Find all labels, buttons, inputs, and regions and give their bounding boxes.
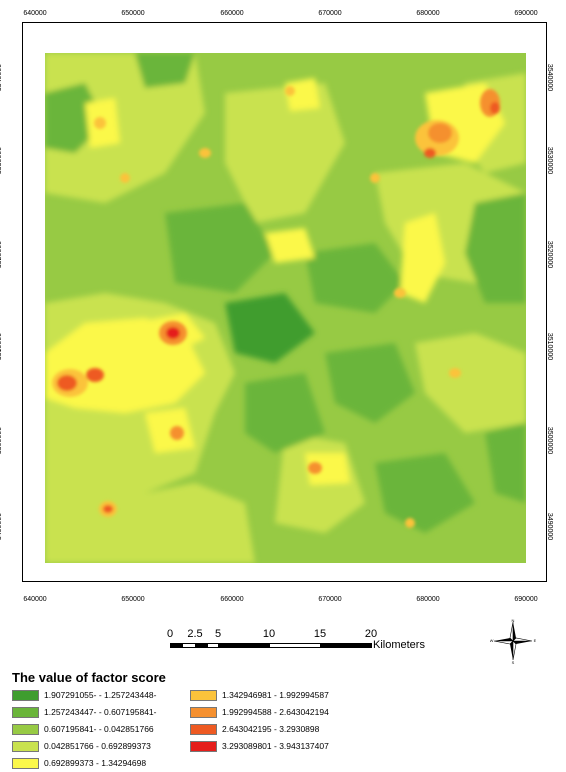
scale-units: Kilometers <box>373 639 425 651</box>
northing-tick-right: 3510000 <box>546 332 554 361</box>
easting-tick-top: 640000 <box>23 10 47 17</box>
easting-tick-bottom: 680000 <box>416 596 440 603</box>
compass-n: N <box>512 618 515 623</box>
legend-swatch <box>12 758 39 769</box>
scale-label: 2.5 <box>187 628 203 640</box>
northing-tick-left: 3540000 <box>0 63 4 92</box>
legend-swatch <box>12 690 39 701</box>
scale-bar: 0 2.5 5 10 15 20 <box>166 628 377 654</box>
scale-label: 20 <box>364 628 378 640</box>
legend-swatch <box>12 741 39 752</box>
legend-label: 0.607195841- - 0.042851766 <box>44 724 154 734</box>
compass-rose-icon: N S E W <box>490 618 536 664</box>
scale-segment <box>182 643 196 648</box>
easting-tick-bottom: 690000 <box>514 596 538 603</box>
northing-tick-left: 3530000 <box>0 146 4 175</box>
scale-segment <box>218 643 270 648</box>
scale-label: 15 <box>313 628 327 640</box>
easting-tick-top: 670000 <box>318 10 342 17</box>
legend-swatch <box>190 690 217 701</box>
northing-tick-left: 3490000 <box>0 512 4 541</box>
factor-score-map <box>45 53 526 563</box>
easting-tick-bottom: 640000 <box>23 596 47 603</box>
compass-w: W <box>490 638 494 643</box>
northing-tick-right: 3490000 <box>546 512 554 541</box>
legend-label: 1.342946981 - 1.992994587 <box>222 690 329 700</box>
compass-e: E <box>534 638 536 643</box>
easting-tick-bottom: 670000 <box>318 596 342 603</box>
legend-title: The value of factor score <box>12 670 166 685</box>
northing-tick-left: 3520000 <box>0 240 4 269</box>
scale-label: 5 <box>214 628 222 640</box>
legend-label: 3.293089801 - 3.943137407 <box>222 741 329 751</box>
legend-swatch <box>12 707 39 718</box>
northing-tick-left: 3510000 <box>0 332 4 361</box>
legend-label: 1.907291055- - 1.257243448- <box>44 690 157 700</box>
scale-label: 10 <box>262 628 276 640</box>
northing-tick-right: 3530000 <box>546 146 554 175</box>
legend-label: 1.992994588 - 2.643042194 <box>222 707 329 717</box>
scale-segment <box>269 643 321 648</box>
easting-tick-top: 690000 <box>514 10 538 17</box>
scale-segment <box>320 643 372 648</box>
legend-label: 2.643042195 - 3.2930898 <box>222 724 320 734</box>
legend-label: 1.257243447- - 0.607195841- <box>44 707 157 717</box>
northing-tick-right: 3500000 <box>546 426 554 455</box>
legend-swatch <box>190 724 217 735</box>
easting-tick-top: 660000 <box>220 10 244 17</box>
legend-label: 0.042851766 - 0.692899373 <box>44 741 151 751</box>
northing-tick-left: 3500000 <box>0 426 4 455</box>
legend-swatch <box>190 707 217 718</box>
easting-tick-bottom: 660000 <box>220 596 244 603</box>
easting-tick-bottom: 650000 <box>121 596 145 603</box>
scale-label: 0 <box>166 628 174 640</box>
easting-tick-top: 680000 <box>416 10 440 17</box>
legend-swatch <box>12 724 39 735</box>
northing-tick-right: 3520000 <box>546 240 554 269</box>
easting-tick-top: 650000 <box>121 10 145 17</box>
northing-tick-right: 3540000 <box>546 63 554 92</box>
legend-swatch <box>190 741 217 752</box>
legend-label: 0.692899373 - 1.34294698 <box>44 758 147 768</box>
compass-s: S <box>512 660 515 664</box>
